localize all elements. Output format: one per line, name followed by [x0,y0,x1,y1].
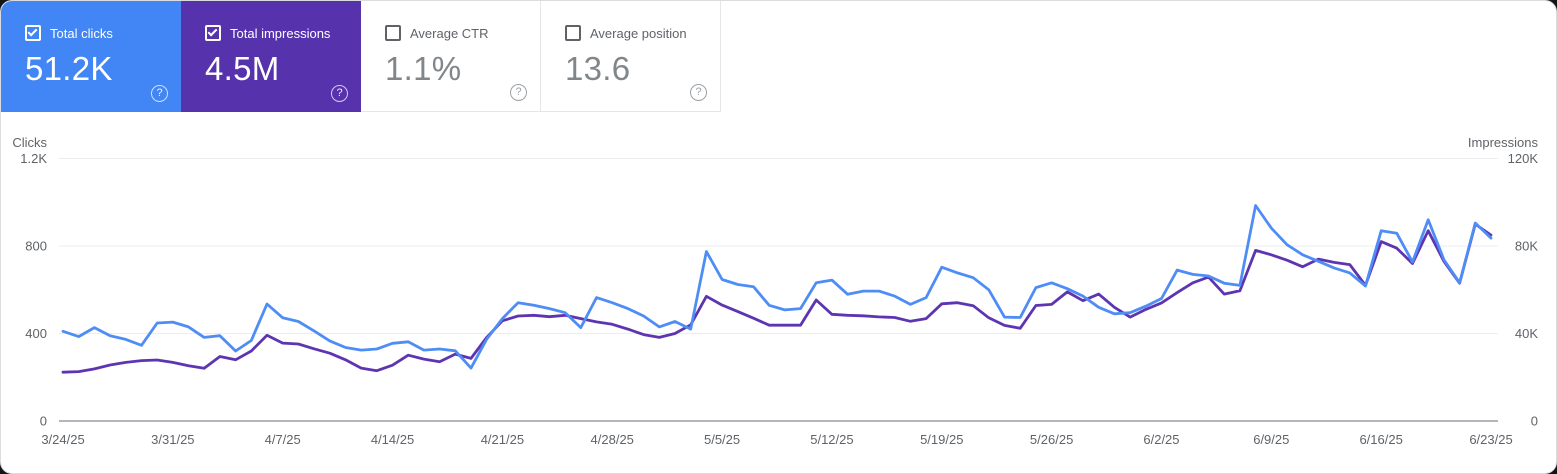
x-axis-tick: 6/2/25 [1143,432,1179,447]
help-icon[interactable]: ? [510,84,527,101]
checkbox-average-position[interactable] [565,25,581,41]
metric-card-total-impressions[interactable]: Total impressions 4.5M ? [181,1,361,112]
x-axis-tick: 6/23/25 [1469,432,1512,447]
total-impressions-line[interactable] [61,222,1493,374]
right-axis-title: Impressions [1468,135,1539,150]
checkbox-average-ctr[interactable] [385,25,401,41]
x-axis-tick: 3/24/25 [41,432,84,447]
metric-card-header: Total impressions [205,25,361,41]
metric-card-value: 51.2K [25,50,113,87]
left-axis-tick: 400 [25,326,47,341]
metric-card-label: Total clicks [50,25,113,41]
metric-card-header: Average position [565,25,720,41]
x-axis-tick: 5/26/25 [1030,432,1073,447]
x-axis-tick: 4/7/25 [265,432,301,447]
x-axis-tick: 5/12/25 [810,432,853,447]
checkbox-total-clicks[interactable] [25,25,41,41]
checkbox-total-impressions[interactable] [205,25,221,41]
metric-card-header: Total clicks [25,25,181,41]
metric-cards: Total clicks 51.2K ? Total impressions 4… [1,1,721,112]
x-axis-tick: 6/9/25 [1253,432,1289,447]
left-axis-title: Clicks [12,135,47,150]
right-axis-tick: 0 [1531,414,1538,429]
metric-card-header: Average CTR [385,25,540,41]
right-axis-tick: 40K [1515,326,1538,341]
x-axis-tick: 5/5/25 [704,432,740,447]
left-axis-tick: 0 [40,414,47,429]
metric-card-value: 13.6 [565,50,631,87]
metric-card-value: 4.5M [205,50,280,87]
metric-card-label: Average CTR [410,25,489,41]
metric-card-total-clicks[interactable]: Total clicks 51.2K ? [1,1,181,112]
help-glyph: ? [695,86,702,98]
metric-card-value: 1.1% [385,50,462,87]
x-axis-tick: 6/16/25 [1359,432,1402,447]
total-clicks-line[interactable] [61,204,1493,370]
help-icon[interactable]: ? [151,85,168,102]
left-axis-tick: 800 [25,239,47,254]
left-axis-tick: 1.2K [20,151,47,166]
help-glyph: ? [156,87,163,99]
metric-card-average-ctr[interactable]: Average CTR 1.1% ? [361,1,541,112]
help-icon[interactable]: ? [690,84,707,101]
help-glyph: ? [515,86,522,98]
metric-card-average-position[interactable]: Average position 13.6 ? [541,1,721,112]
right-axis-tick: 120K [1508,151,1539,166]
metric-card-label: Average position [590,25,687,41]
x-axis-tick: 5/19/25 [920,432,963,447]
x-axis-tick: 4/28/25 [591,432,634,447]
help-icon[interactable]: ? [331,85,348,102]
metric-card-label: Total impressions [230,25,331,41]
x-axis-tick: 3/31/25 [151,432,194,447]
right-axis-tick: 80K [1515,239,1538,254]
x-axis-tick: 4/21/25 [481,432,524,447]
help-glyph: ? [336,87,343,99]
x-axis-tick: 4/14/25 [371,432,414,447]
